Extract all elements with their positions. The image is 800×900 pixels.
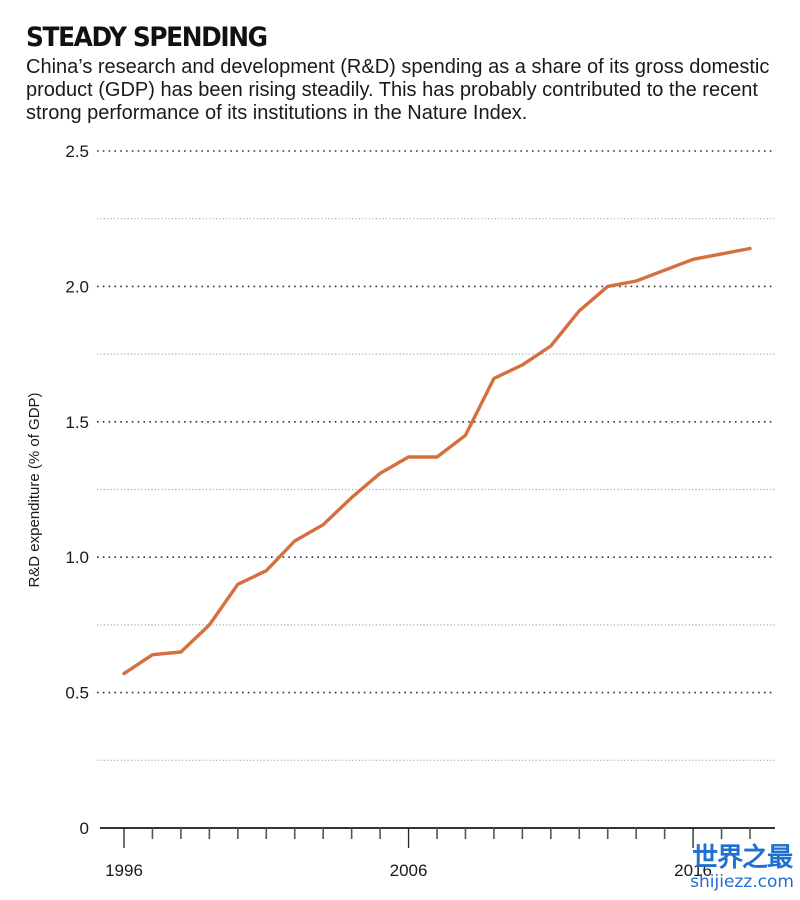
- series-layer: [122, 246, 752, 676]
- y-axis-title: R&D expenditure (% of GDP): [26, 392, 43, 587]
- y-tick-label: 0: [80, 819, 89, 838]
- y-axis-ticks: 0 0.5 1.0 1.5 2.0 2.5: [65, 142, 89, 838]
- x-axis: 1996 2006 2016: [100, 827, 775, 880]
- y-tick-label: 2.5: [65, 142, 89, 161]
- watermark-url: shijiezz.com: [690, 872, 794, 892]
- chart-title: STEADY SPENDING: [26, 22, 268, 53]
- series-line: [122, 246, 752, 676]
- x-tick-label: 2016: [674, 861, 712, 880]
- x-tick-label: 1996: [105, 861, 143, 880]
- chart-subtitle: China’s research and development (R&D) s…: [26, 56, 770, 124]
- y-tick-label: 0.5: [65, 684, 89, 703]
- y-tick-label: 1.5: [65, 413, 89, 432]
- watermark-text: 世界之最: [692, 843, 793, 873]
- watermark: 世界之最 shijiezz.com: [690, 844, 794, 892]
- x-tick-label: 2006: [390, 861, 428, 880]
- y-tick-label: 1.0: [65, 548, 89, 567]
- y-tick-label: 2.0: [65, 277, 89, 296]
